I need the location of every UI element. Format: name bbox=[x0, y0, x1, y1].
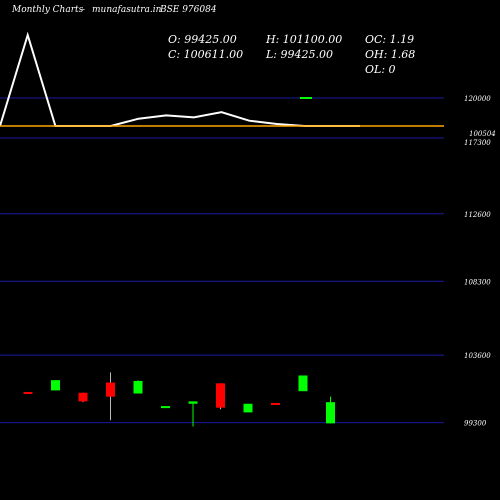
candle-body bbox=[78, 392, 88, 402]
price-grid bbox=[0, 213, 444, 424]
candle bbox=[243, 403, 253, 413]
site-domain: munafasutra.in bbox=[92, 5, 162, 15]
candle-body bbox=[216, 383, 225, 408]
volume-last-label: 100504 bbox=[469, 130, 496, 138]
low-value: L: 99425.00 bbox=[265, 48, 333, 61]
candle bbox=[188, 401, 198, 427]
price-tick-label-117300: 117300 bbox=[464, 139, 491, 147]
candle bbox=[161, 406, 170, 409]
candle-body bbox=[106, 382, 115, 397]
title-separator: - bbox=[82, 5, 85, 15]
candle bbox=[133, 380, 143, 394]
chart-title: Monthly Charts bbox=[11, 5, 84, 15]
candle bbox=[326, 396, 335, 424]
candle-body bbox=[23, 391, 33, 394]
candle bbox=[23, 391, 33, 394]
volume-series bbox=[0, 31, 444, 127]
candle bbox=[106, 372, 115, 421]
candle-body bbox=[188, 401, 198, 404]
candle-body bbox=[133, 380, 143, 394]
volume-tick-label: 120000 bbox=[464, 95, 491, 103]
candle bbox=[271, 402, 280, 405]
volume-grid bbox=[0, 97, 444, 139]
price-tick-label-112600: 112600 bbox=[464, 211, 491, 219]
candle bbox=[78, 392, 88, 403]
candle-body bbox=[51, 380, 60, 391]
oc-value: OC: 1.19 bbox=[365, 33, 414, 46]
price-tick-label-99300: 99300 bbox=[464, 420, 487, 428]
price-tick-label-103600: 103600 bbox=[464, 352, 491, 360]
oh-value: OH: 1.68 bbox=[365, 48, 415, 61]
candle-body bbox=[298, 375, 308, 392]
candle bbox=[216, 383, 225, 410]
close-value: C: 100611.00 bbox=[168, 48, 243, 61]
candle-body bbox=[271, 402, 280, 405]
high-value: H: 101100.00 bbox=[265, 33, 342, 46]
stock-symbol: BSE 976084 bbox=[159, 5, 217, 15]
price-tick-label-108300: 108300 bbox=[464, 278, 491, 286]
candle bbox=[51, 380, 60, 391]
candle-body bbox=[243, 403, 253, 413]
open-value: O: 99425.00 bbox=[168, 33, 237, 46]
candle-body bbox=[161, 406, 170, 409]
candle-body bbox=[326, 402, 335, 424]
candle bbox=[298, 375, 308, 392]
candles bbox=[23, 372, 335, 427]
ol-value: OL: 0 bbox=[365, 63, 396, 76]
